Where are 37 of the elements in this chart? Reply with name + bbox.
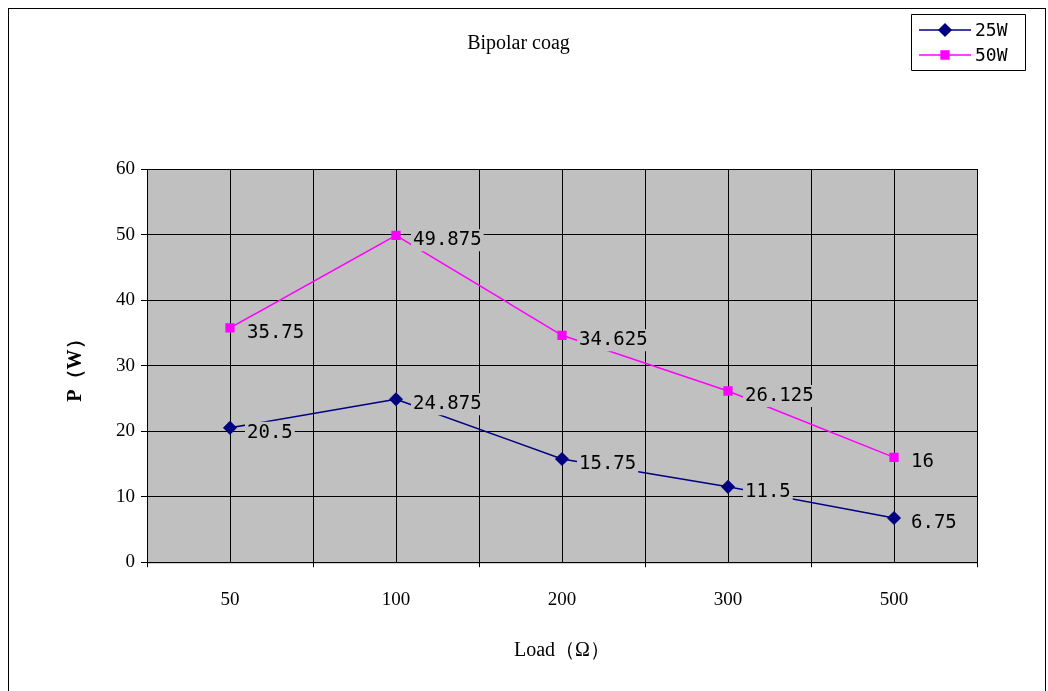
- data-label: 11.5: [745, 478, 791, 501]
- y-tick-label: 30: [116, 353, 135, 375]
- x-tick-label: 300: [713, 587, 743, 609]
- y-tick-label: 50: [116, 222, 135, 244]
- data-label: 15.75: [579, 450, 637, 473]
- x-tick-label: 100: [381, 587, 411, 609]
- y-tick-label: 40: [116, 288, 135, 310]
- point: [721, 480, 735, 494]
- data-label: 24.875: [413, 391, 482, 414]
- y-tick-label: 10: [116, 484, 135, 506]
- y-axis-title: P（W）: [63, 329, 86, 402]
- legend-label: 50W: [975, 43, 1008, 65]
- x-tick-label: 500: [879, 587, 909, 609]
- legend-label: 25W: [975, 18, 1008, 40]
- point: [223, 421, 237, 435]
- data-label: 34.625: [579, 327, 648, 350]
- point: [389, 392, 403, 406]
- point: [391, 230, 401, 240]
- data-label: 26.125: [745, 382, 814, 405]
- x-tick-label: 200: [547, 587, 577, 609]
- y-tick-label: 20: [116, 419, 135, 441]
- data-label: 35.75: [247, 319, 305, 342]
- x-axis-title: Load（Ω）: [514, 638, 610, 661]
- data-label: 6.75: [911, 509, 957, 532]
- point: [225, 323, 235, 333]
- point: [887, 511, 901, 525]
- data-label: 20.5: [247, 419, 293, 442]
- y-tick-label: 0: [125, 550, 135, 572]
- data-label: 16: [911, 449, 934, 472]
- y-tick-label: 60: [116, 156, 135, 178]
- data-label: 49.875: [413, 227, 482, 250]
- x-tick-label: 50: [220, 587, 240, 609]
- chart-title: Bipolar coag: [467, 31, 570, 55]
- point: [557, 330, 567, 340]
- point: [723, 386, 733, 396]
- point: [889, 452, 899, 462]
- point: [555, 452, 569, 466]
